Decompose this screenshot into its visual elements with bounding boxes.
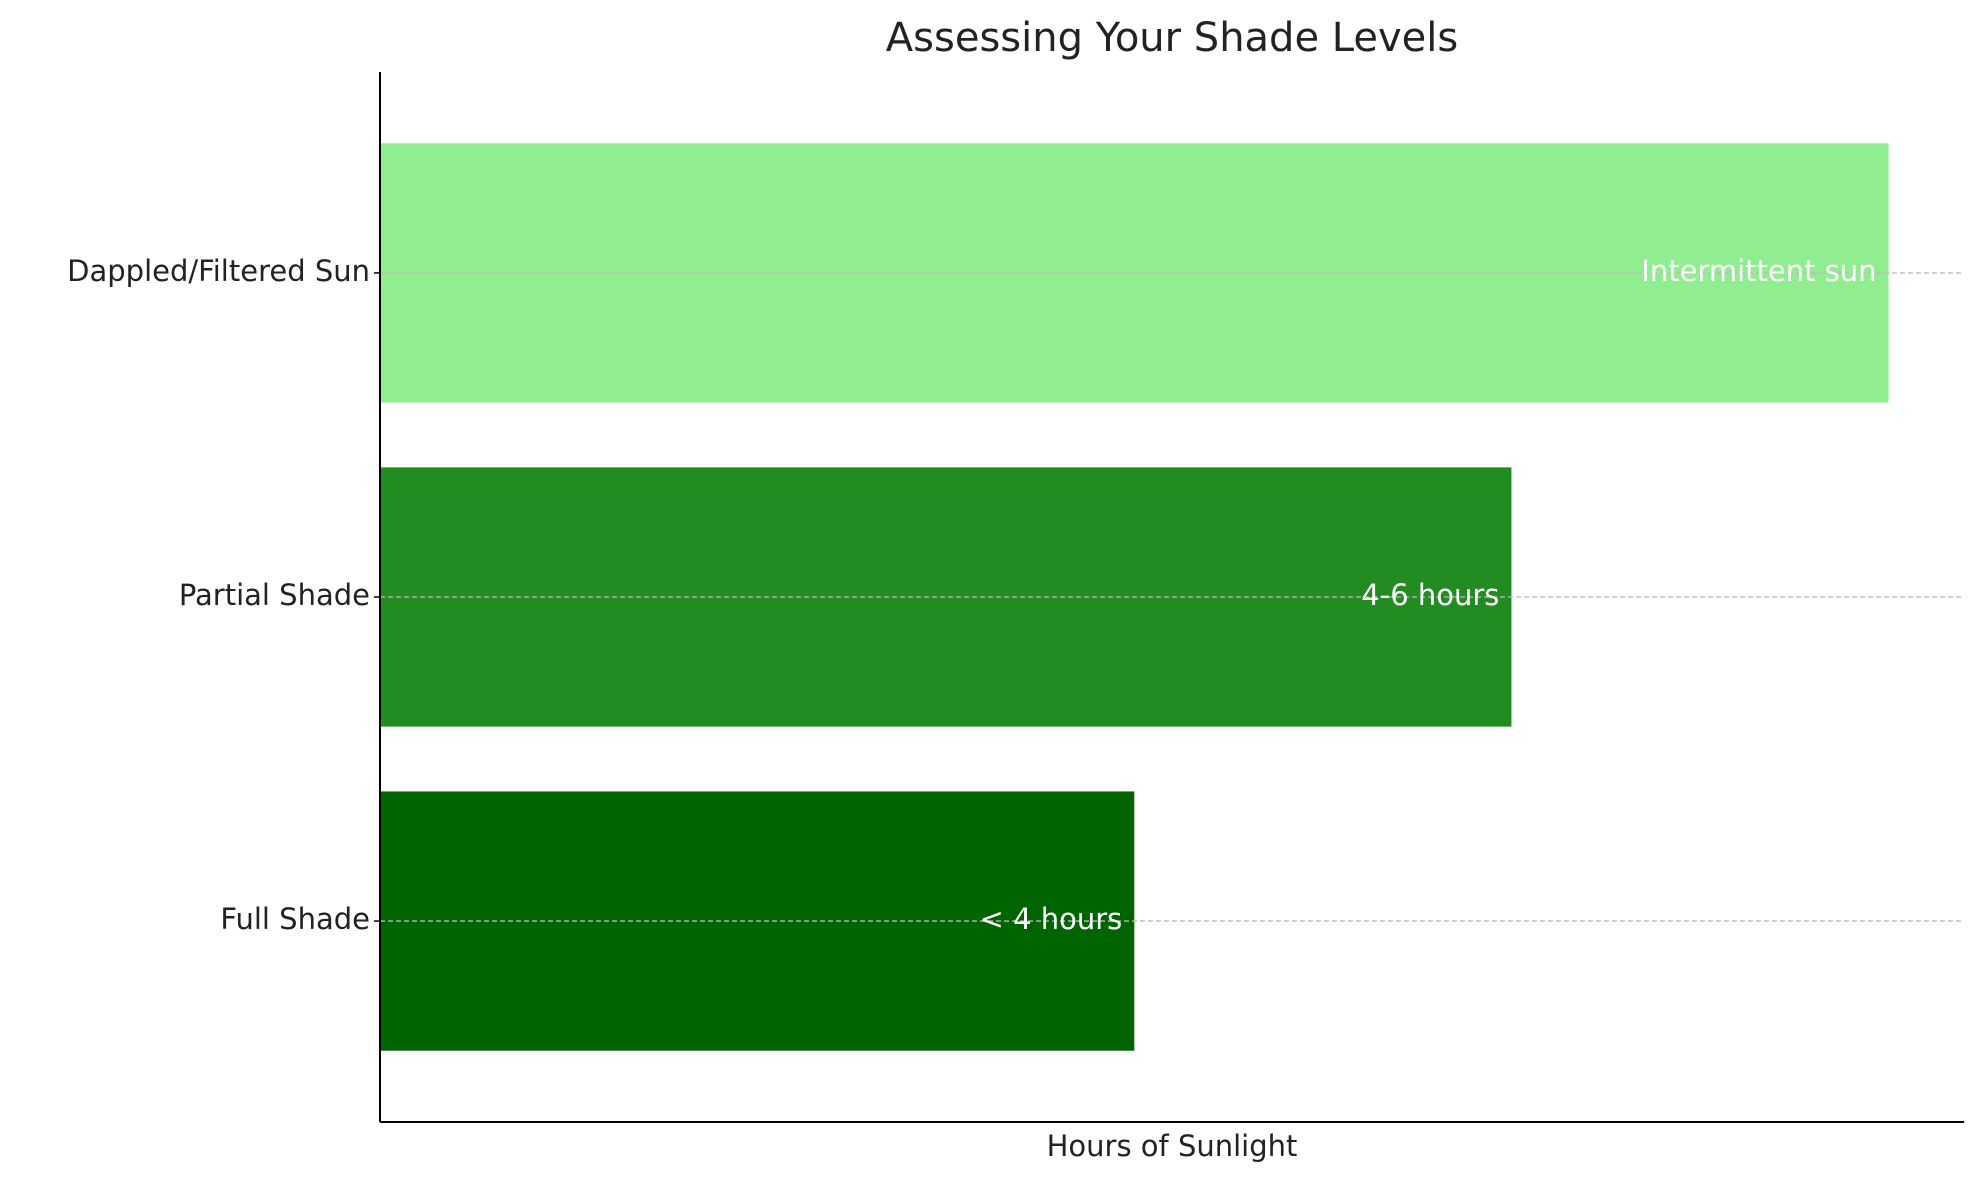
x-axis-label: Hours of Sunlight: [1047, 1129, 1298, 1163]
y-tick-label: Partial Shade: [179, 578, 370, 612]
y-tick-label: Full Shade: [220, 902, 370, 936]
bar-label: Intermittent sun: [1641, 254, 1876, 288]
bar-label: 4-6 hours: [1361, 578, 1499, 612]
chart-title: Assessing Your Shade Levels: [886, 15, 1458, 61]
y-tick-label: Dappled/Filtered Sun: [67, 254, 370, 288]
bar-label: < 4 hours: [980, 902, 1123, 936]
